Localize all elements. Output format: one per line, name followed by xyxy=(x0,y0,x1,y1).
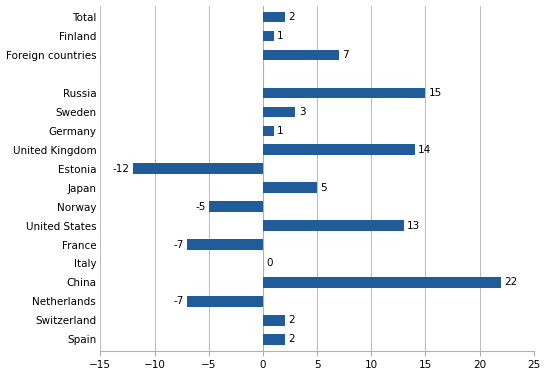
Text: 0: 0 xyxy=(266,258,272,268)
Bar xyxy=(263,31,274,41)
Text: 7: 7 xyxy=(342,50,349,60)
Text: -7: -7 xyxy=(174,296,184,306)
Bar xyxy=(263,12,284,22)
Text: 1: 1 xyxy=(277,31,283,41)
Bar xyxy=(263,182,317,193)
Text: -7: -7 xyxy=(174,240,184,250)
Text: 14: 14 xyxy=(418,145,431,155)
Bar xyxy=(209,202,263,212)
Text: -5: -5 xyxy=(195,202,205,212)
Bar xyxy=(187,296,263,307)
Bar xyxy=(133,164,263,174)
Bar xyxy=(263,277,501,288)
Text: 2: 2 xyxy=(288,12,294,22)
Text: 15: 15 xyxy=(429,88,442,98)
Bar xyxy=(187,239,263,250)
Text: 22: 22 xyxy=(505,277,518,287)
Text: 2: 2 xyxy=(288,315,294,325)
Bar xyxy=(263,88,425,98)
Bar xyxy=(263,144,414,155)
Bar xyxy=(263,106,295,117)
Text: 5: 5 xyxy=(321,183,327,193)
Text: -12: -12 xyxy=(112,164,129,174)
Text: 13: 13 xyxy=(407,221,420,230)
Text: 3: 3 xyxy=(299,107,305,117)
Bar xyxy=(263,220,404,231)
Text: 1: 1 xyxy=(277,126,283,136)
Bar xyxy=(263,334,284,344)
Bar xyxy=(263,50,339,60)
Text: 2: 2 xyxy=(288,334,294,344)
Bar xyxy=(263,126,274,136)
Bar xyxy=(263,315,284,326)
